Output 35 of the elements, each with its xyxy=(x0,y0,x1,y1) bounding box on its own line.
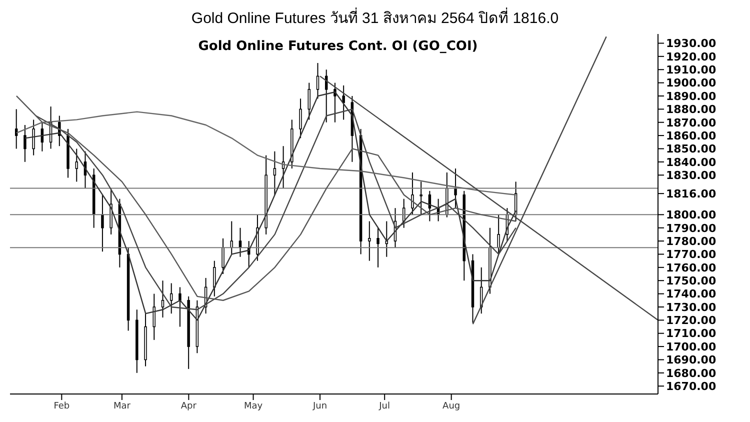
y-tick-label: 1670.00 xyxy=(666,380,716,393)
y-tick-label: 1830.00 xyxy=(666,169,716,182)
y-tick-label: 1780.00 xyxy=(666,234,716,248)
y-tick-label: 1730.00 xyxy=(666,300,716,314)
y-tick-label: 1760.00 xyxy=(666,261,716,274)
y-tick-label: 1700.00 xyxy=(666,340,716,354)
y-tick-label: 1790.00 xyxy=(666,222,716,235)
y-tick-label: 1930.00 xyxy=(666,37,716,50)
y-tick-label: 1910.00 xyxy=(666,64,716,77)
y-tick-label: 1690.00 xyxy=(666,354,716,367)
x-tick-label: Mar xyxy=(113,401,131,412)
y-tick-label: 1816.00 xyxy=(666,187,716,200)
y-tick-label: 1860.00 xyxy=(666,129,716,142)
y-tick-label: 1920.00 xyxy=(666,50,716,64)
x-tick-label: May xyxy=(244,401,264,412)
x-tick-label: Aug xyxy=(442,401,460,412)
y-tick-label: 1900.00 xyxy=(666,76,716,90)
x-tick-label: Jun xyxy=(312,401,328,412)
y-tick-label: 1680.00 xyxy=(666,366,716,380)
y-tick-label: 1880.00 xyxy=(666,103,716,116)
chart-title: Gold Online Futures วันที่ 31 สิงหาคม 2564 ปิดที่ 1816.0 xyxy=(190,8,560,29)
x-tick-label: Jul xyxy=(378,401,390,412)
y-tick-label: 1800.00 xyxy=(666,208,716,222)
y-tick-label: 1740.00 xyxy=(666,288,716,301)
y-tick-label: 1770.00 xyxy=(666,248,716,262)
y-tick-label: 1890.00 xyxy=(666,90,716,103)
y-tick-label: 1840.00 xyxy=(666,156,716,169)
y-tick-label: 1750.00 xyxy=(666,274,716,288)
y-tick-label: 1720.00 xyxy=(666,314,716,328)
y-tick-label: 1850.00 xyxy=(666,142,716,156)
chart-subtitle: Gold Online Futures Cont. OI (GO_COI) xyxy=(198,39,478,54)
y-tick-label: 1870.00 xyxy=(666,116,716,130)
x-tick-label: Feb xyxy=(54,401,70,412)
x-tick-label: Apr xyxy=(180,401,197,412)
y-tick-label: 1710.00 xyxy=(666,327,716,340)
